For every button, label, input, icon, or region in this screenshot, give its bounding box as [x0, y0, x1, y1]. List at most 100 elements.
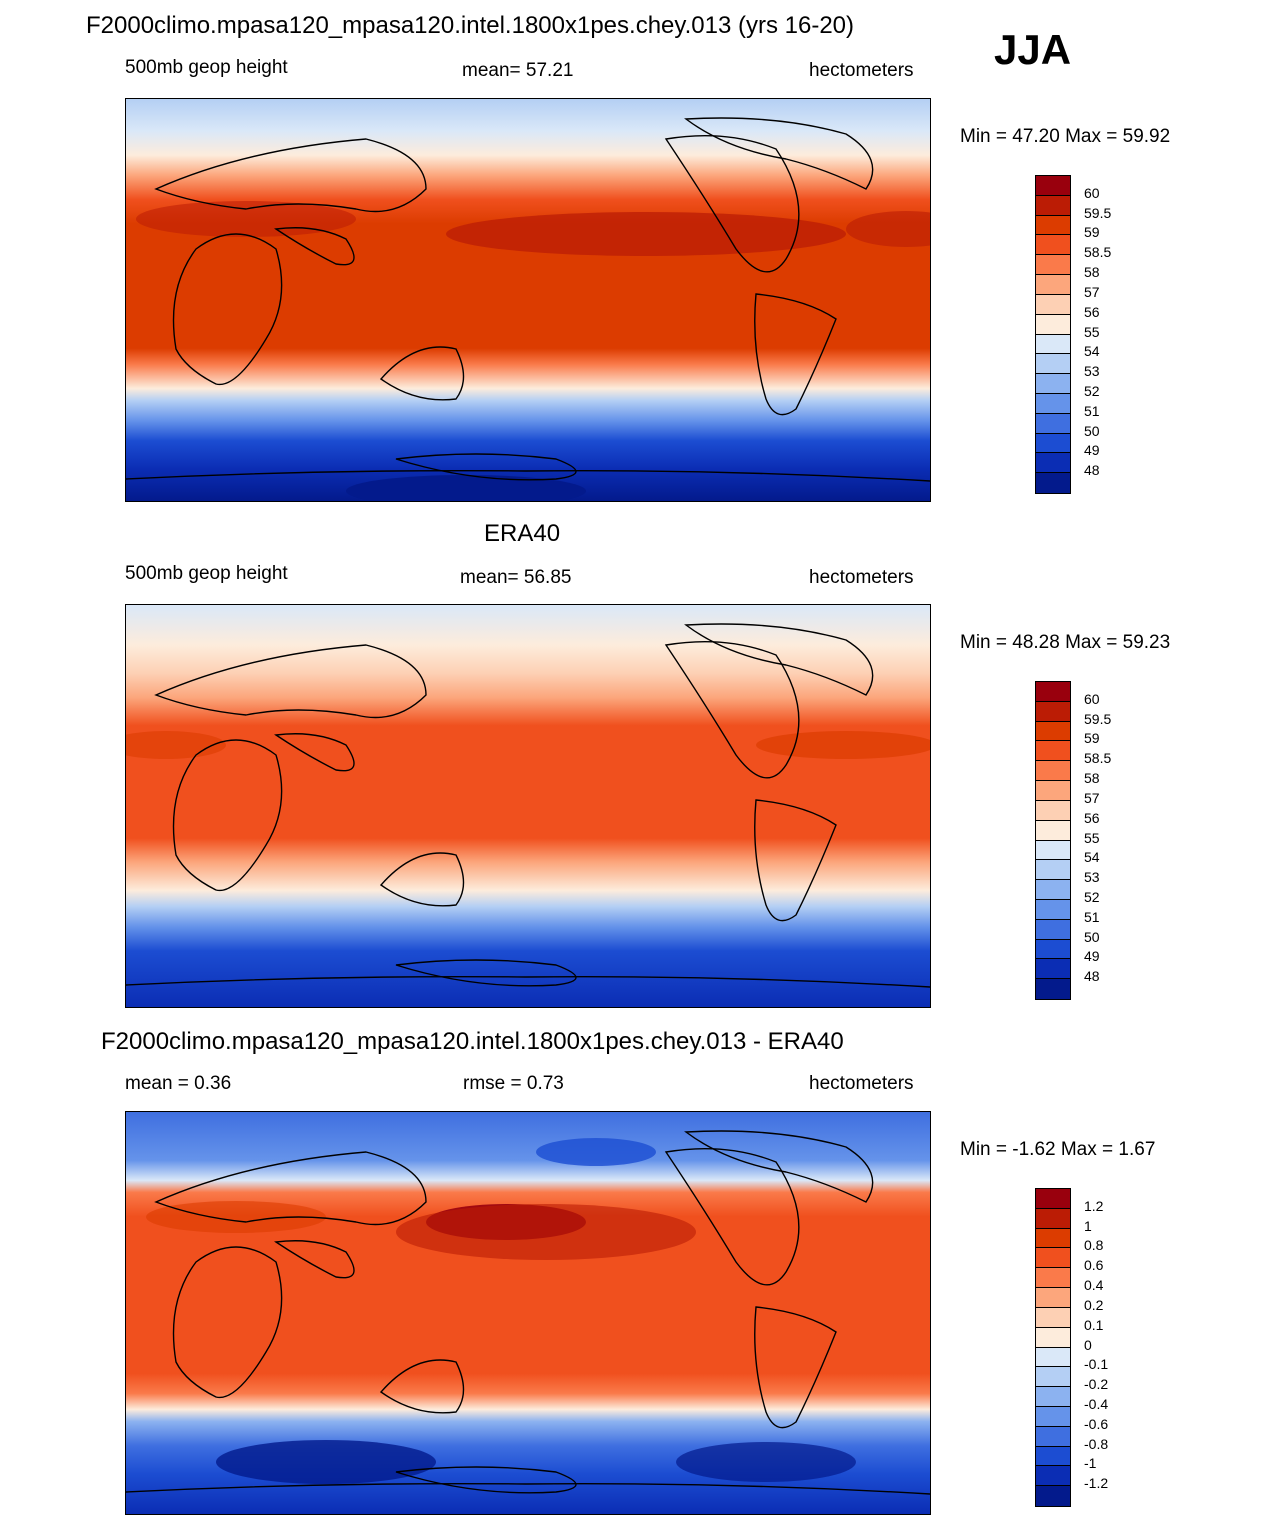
panel-2-units-label: hectometers — [809, 567, 914, 588]
panel-2-variable-label: 500mb geop height — [125, 563, 288, 584]
colorbar-swatch — [1036, 741, 1070, 762]
colorbar-swatch — [1036, 820, 1070, 841]
colorbar-tick-label: 59.5 — [1084, 204, 1112, 221]
colorbar-tick-label: 54 — [1084, 849, 1100, 866]
panel-1-map — [125, 98, 931, 502]
season-label: JJA — [994, 26, 1072, 73]
colorbar-swatch — [1036, 721, 1070, 742]
colorbar-tick-label: 49 — [1084, 948, 1100, 965]
colorbar-tick-label: 1.2 — [1084, 1197, 1104, 1214]
colorbar-swatch — [1036, 701, 1070, 722]
colorbar-tick-label: 55 — [1084, 829, 1100, 846]
colorbar-swatch — [1036, 374, 1070, 394]
colorbar-swatch — [1036, 1327, 1070, 1348]
colorbar-tick-label: 59 — [1084, 224, 1100, 241]
colorbar-swatch — [1036, 979, 1070, 999]
colorbar-tick-label: 54 — [1084, 343, 1100, 360]
colorbar-swatch — [1036, 1387, 1070, 1407]
colorbar-swatch — [1036, 215, 1070, 236]
colorbar-tick-label: 59 — [1084, 730, 1100, 747]
colorbar-tick-label: 56 — [1084, 303, 1100, 320]
colorbar-swatch — [1036, 1406, 1070, 1427]
colorbar-swatch — [1036, 1426, 1070, 1447]
colorbar-swatch — [1036, 294, 1070, 315]
colorbar-swatch — [1036, 1446, 1070, 1467]
colorbar-swatch — [1036, 880, 1070, 900]
colorbar-tick-label: 58.5 — [1084, 750, 1112, 767]
colorbar-tick-label: 48 — [1084, 968, 1100, 985]
panel-3-map-svg — [126, 1112, 930, 1514]
panel-1-variable-label: 500mb geop height — [125, 57, 288, 78]
colorbar-swatch — [1036, 1208, 1070, 1229]
colorbar-swatch — [1036, 1268, 1070, 1289]
colorbar-swatch — [1036, 781, 1070, 801]
colorbar-tick-label: 0.6 — [1084, 1257, 1104, 1274]
colorbar-swatch — [1036, 860, 1070, 881]
colorbar-tick-label: 49 — [1084, 442, 1100, 459]
colorbar-swatch — [1036, 1228, 1070, 1249]
panel-1-mean-label: mean= 57.21 — [462, 60, 574, 81]
colorbar-tick-label: 52 — [1084, 888, 1100, 905]
panel-3-mean-label: mean = 0.36 — [125, 1073, 232, 1094]
colorbar-tick-label: 1 — [1084, 1217, 1092, 1234]
colorbar-tick-label: 51 — [1084, 402, 1100, 419]
colorbar-tick-label: -0.1 — [1084, 1356, 1109, 1373]
panel-3-coastlines — [126, 1130, 930, 1495]
colorbar-swatch — [1036, 176, 1070, 196]
colorbar-tick-label: 57 — [1084, 283, 1100, 300]
panel-2-mean-label: mean= 56.85 — [460, 567, 572, 588]
colorbar-swatch — [1036, 334, 1070, 355]
colorbar-swatch — [1036, 1347, 1070, 1368]
colorbar-tick-label: 0.4 — [1084, 1277, 1104, 1294]
colorbar-tick-label: -0.8 — [1084, 1435, 1109, 1452]
colorbar-swatch — [1036, 195, 1070, 216]
colorbar-swatch — [1036, 1486, 1070, 1506]
colorbar-tick-label: 60 — [1084, 690, 1100, 707]
colorbar-tick-label: -1.2 — [1084, 1475, 1109, 1492]
panel-3-colorbar — [1035, 1188, 1071, 1507]
colorbar-tick-label: 50 — [1084, 422, 1100, 439]
panel-3-minmax-label: Min = -1.62 Max = 1.67 — [960, 1139, 1156, 1160]
colorbar-tick-label: 58 — [1084, 264, 1100, 281]
colorbar-swatch — [1036, 800, 1070, 821]
panel-3-units-label: hectometers — [809, 1073, 914, 1094]
colorbar-tick-label: 50 — [1084, 928, 1100, 945]
colorbar-swatch — [1036, 1189, 1070, 1209]
colorbar-swatch — [1036, 393, 1070, 414]
colorbar-swatch — [1036, 1466, 1070, 1487]
panel-2-map-svg — [126, 605, 930, 1007]
colorbar-swatch — [1036, 314, 1070, 335]
panel-2-coastlines — [126, 623, 930, 988]
panel-2-colorbar — [1035, 681, 1071, 1000]
panel-1-units-label: hectometers — [809, 60, 914, 81]
colorbar-tick-label: 60 — [1084, 184, 1100, 201]
panel-1-minmax-label: Min = 47.20 Max = 59.92 — [960, 126, 1171, 147]
colorbar-swatch — [1036, 840, 1070, 861]
colorbar-tick-label: 59.5 — [1084, 710, 1112, 727]
colorbar-tick-label: 58 — [1084, 770, 1100, 787]
panel-2-title: ERA40 — [484, 520, 561, 547]
colorbar-swatch — [1036, 473, 1070, 493]
colorbar-swatch — [1036, 255, 1070, 276]
colorbar-swatch — [1036, 682, 1070, 702]
colorbar-swatch — [1036, 453, 1070, 474]
colorbar-tick-label: -0.4 — [1084, 1395, 1109, 1412]
colorbar-tick-label: 0.8 — [1084, 1237, 1104, 1254]
colorbar-swatch — [1036, 959, 1070, 980]
panel-3-map — [125, 1111, 931, 1515]
panel-1-title: F2000climo.mpasa120_mpasa120.intel.1800x… — [86, 12, 855, 39]
colorbar-tick-label: 58.5 — [1084, 244, 1112, 261]
colorbar-swatch — [1036, 1307, 1070, 1328]
colorbar-swatch — [1036, 433, 1070, 454]
colorbar-swatch — [1036, 235, 1070, 256]
colorbar-swatch — [1036, 413, 1070, 434]
colorbar-swatch — [1036, 761, 1070, 782]
colorbar-swatch — [1036, 275, 1070, 295]
colorbar-swatch — [1036, 939, 1070, 960]
colorbar-tick-label: 0 — [1084, 1336, 1092, 1353]
colorbar-swatch — [1036, 919, 1070, 940]
colorbar-swatch — [1036, 899, 1070, 920]
colorbar-swatch — [1036, 1248, 1070, 1269]
colorbar-tick-label: 53 — [1084, 869, 1100, 886]
colorbar-tick-label: 48 — [1084, 462, 1100, 479]
